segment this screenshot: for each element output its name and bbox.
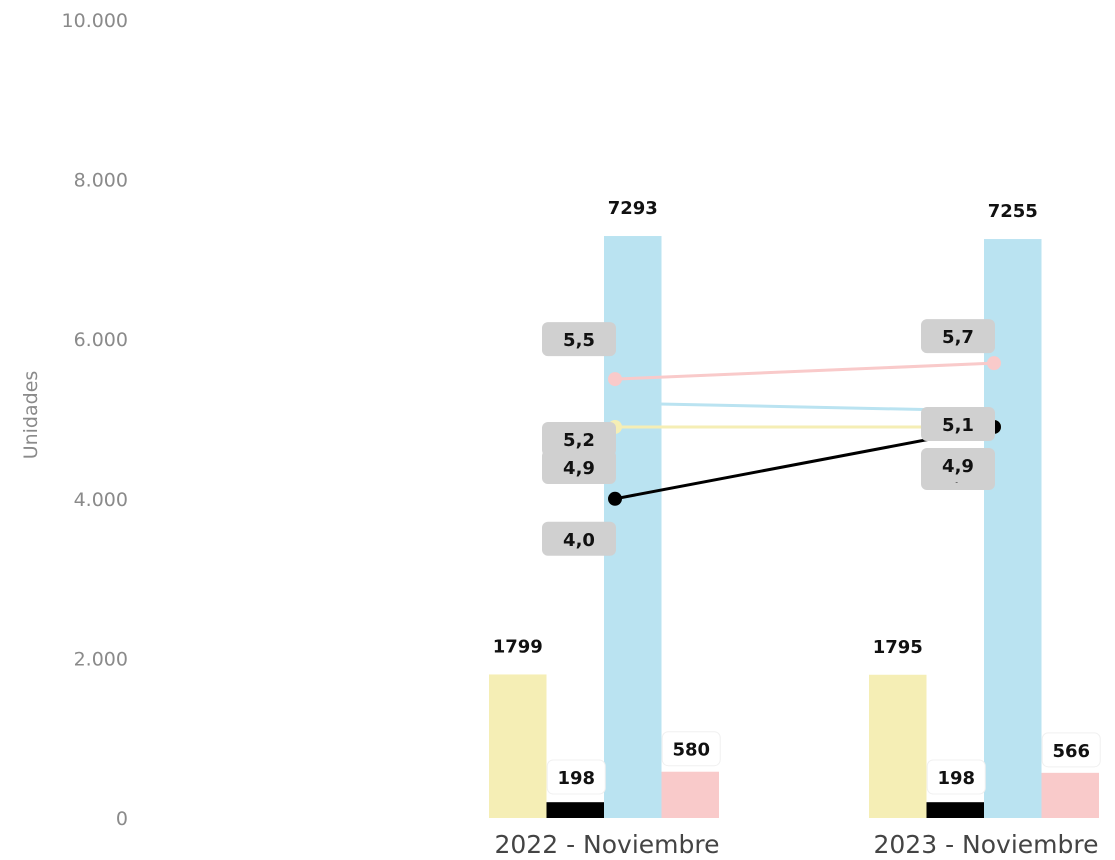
bar <box>489 674 547 818</box>
line-point <box>608 396 622 411</box>
point-label-box <box>542 422 616 457</box>
point-label-box <box>542 521 616 556</box>
bar <box>546 802 604 818</box>
bar <box>869 674 927 818</box>
bar-value-label-box <box>926 759 986 795</box>
point-value-label: 5,1 <box>942 415 974 436</box>
y-tick-label: 8.000 <box>74 170 128 192</box>
y-tick-label: 10.000 <box>62 10 128 32</box>
bar-labels-group: 1799 198 7293 580 1795 198 7255 566 <box>493 198 1101 795</box>
series-line <box>614 361 995 381</box>
y-tick-label: 0 <box>116 808 128 830</box>
x-axis: 2022 - Noviembre 2023 - Noviembre <box>495 830 1099 859</box>
bar <box>926 802 984 818</box>
point-value-label: 5,2 <box>563 430 595 451</box>
point-label-box <box>921 407 995 442</box>
line-point <box>987 356 1001 371</box>
bar-value-label: 7255 <box>988 201 1038 222</box>
y-tick-label: 6.000 <box>74 329 128 351</box>
x-category-label: 2023 - Noviembre <box>874 830 1099 859</box>
bar-value-label-box <box>546 759 606 795</box>
point-label-box <box>921 447 995 482</box>
bar-value-label: 198 <box>557 768 595 789</box>
bar-value-label: 566 <box>1052 741 1090 762</box>
y-tick-label: 2.000 <box>74 648 128 670</box>
bar <box>1041 772 1099 818</box>
bar-value-label-box <box>1041 732 1101 768</box>
y-axis: 0 2.000 4.000 6.000 8.000 10.000 <box>62 10 128 830</box>
bar-value-label: 1799 <box>493 636 543 657</box>
y-tick-label: 4.000 <box>74 489 128 511</box>
bar-value-label-box <box>661 731 721 767</box>
point-label-box <box>542 322 616 357</box>
bar-value-label: 198 <box>937 768 975 789</box>
point-value-label: 4,9 <box>942 456 974 477</box>
bar-value-label: 7293 <box>608 198 658 219</box>
y-axis-label: Unidades <box>20 371 42 460</box>
point-label-box <box>921 319 995 354</box>
point-value-label: 5,5 <box>563 330 595 351</box>
bar-value-label: 1795 <box>873 637 923 658</box>
point-value-label: 4,9 <box>563 458 595 479</box>
point-label-box <box>542 449 616 484</box>
x-category-label: 2022 - Noviembre <box>495 830 720 859</box>
bar <box>661 771 719 818</box>
bar-value-label: 580 <box>672 740 710 761</box>
point-labels-group: 5,55,75,25,14,94,94,04,9 <box>542 319 995 556</box>
point-value-label: 5,7 <box>942 327 974 348</box>
line-point <box>608 491 622 506</box>
point-value-label: 4,0 <box>563 530 595 551</box>
line-point <box>608 372 622 387</box>
